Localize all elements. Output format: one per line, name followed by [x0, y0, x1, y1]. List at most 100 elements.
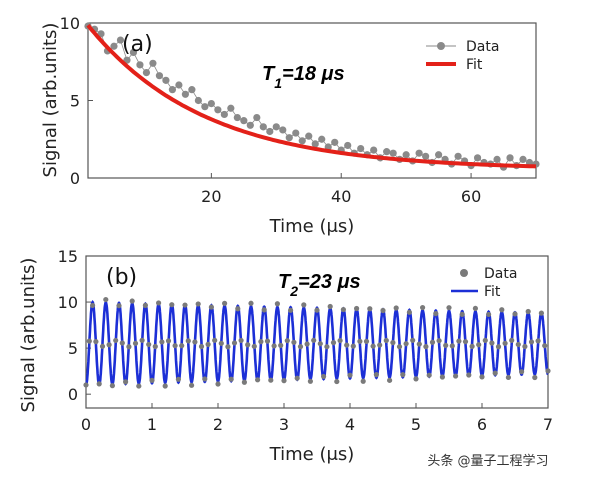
- data-point-b: [433, 311, 439, 317]
- data-point-b: [142, 302, 148, 308]
- data-point-a: [292, 129, 300, 137]
- data-point-a: [162, 76, 170, 84]
- data-point-b: [515, 341, 521, 348]
- data-point-b: [436, 338, 442, 344]
- data-point-a: [155, 72, 164, 80]
- data-point-b: [393, 305, 399, 311]
- y-tick-label-a: 5: [70, 92, 80, 111]
- t2-subscript: 2: [289, 283, 298, 299]
- data-point-b: [258, 339, 264, 345]
- data-point-b: [152, 343, 158, 350]
- data-series-b: [83, 296, 551, 389]
- data-point-b: [528, 339, 535, 345]
- data-point-a: [435, 151, 443, 159]
- data-point-a: [318, 135, 326, 143]
- y-tick-label-b: 10: [58, 293, 78, 312]
- data-point-b: [129, 298, 135, 304]
- watermark: 头条 @量子工程学习: [427, 453, 548, 469]
- data-point-a: [389, 149, 397, 157]
- data-point-a: [110, 42, 118, 50]
- x-axis-label-a: Time (μs): [269, 216, 355, 237]
- y-tick-label-b: 0: [68, 385, 78, 404]
- data-point-b: [525, 308, 531, 315]
- data-point-a: [201, 103, 209, 111]
- data-point-a: [227, 104, 235, 112]
- data-point-b: [360, 378, 366, 384]
- data-point-b: [245, 342, 251, 348]
- data-point-a: [357, 144, 365, 153]
- data-point-b: [179, 343, 185, 349]
- data-point-b: [396, 344, 403, 350]
- data-point-b: [175, 376, 181, 382]
- data-point-a: [259, 123, 267, 131]
- x-tick-label-b: 4: [345, 415, 355, 434]
- data-point-b: [403, 341, 409, 347]
- data-point-b: [222, 300, 228, 306]
- data-point-b: [466, 372, 472, 378]
- data-point-a: [311, 140, 319, 148]
- data-point-a: [136, 61, 144, 69]
- data-point-b: [255, 377, 261, 383]
- data-point-b: [406, 309, 412, 315]
- data-point-b: [215, 381, 221, 387]
- data-point-b: [132, 340, 139, 346]
- data-point-b: [538, 310, 545, 316]
- data-point-b: [479, 374, 485, 380]
- y-tick-label-b: 5: [68, 339, 78, 358]
- x-tick-label-a: 20: [201, 187, 221, 206]
- data-point-b: [350, 343, 356, 349]
- data-point-b: [327, 303, 333, 310]
- data-point-b: [241, 379, 247, 385]
- data-point-b: [156, 300, 162, 306]
- data-point-b: [278, 342, 284, 348]
- data-point-b: [542, 343, 548, 349]
- data-point-a: [331, 138, 339, 146]
- data-point-b: [291, 339, 297, 345]
- data-point-b: [116, 303, 122, 309]
- data-point-a: [168, 86, 177, 94]
- data-point-b: [106, 342, 112, 348]
- data-point-b: [297, 344, 304, 350]
- data-point-a: [116, 36, 125, 44]
- data-point-b: [482, 337, 488, 344]
- data-point-a: [233, 113, 241, 122]
- x-tick-label-b: 7: [543, 415, 553, 434]
- data-point-b: [344, 342, 350, 348]
- data-point-b: [357, 338, 363, 344]
- t2-value: =23 μs: [298, 271, 361, 293]
- data-point-b: [545, 368, 551, 374]
- data-point-a: [207, 100, 215, 108]
- data-point-b: [136, 383, 142, 389]
- data-point-a: [422, 152, 430, 160]
- data-point-b: [390, 340, 396, 346]
- data-point-b: [459, 311, 465, 317]
- x-tick-label-b: 1: [147, 415, 157, 434]
- data-point-b: [311, 337, 317, 343]
- y-tick-label-a: 10: [60, 14, 80, 33]
- data-point-a: [253, 113, 261, 122]
- data-point-b: [192, 339, 198, 345]
- data-point-a: [272, 123, 280, 131]
- data-point-a: [473, 154, 482, 162]
- data-point-b: [149, 377, 155, 383]
- x-axis-label-b: Time (μs): [269, 444, 355, 465]
- data-point-b: [337, 337, 343, 344]
- data-point-b: [251, 343, 257, 349]
- data-point-b: [139, 337, 145, 343]
- panel-label-a: (a): [122, 32, 153, 57]
- data-point-b: [189, 382, 195, 388]
- x-tick-label-b: 6: [477, 415, 487, 434]
- data-point-b: [420, 304, 426, 311]
- data-point-b: [83, 382, 89, 388]
- t2-annotation: T2=23 μs: [278, 271, 361, 299]
- data-point-a: [194, 96, 202, 105]
- legend-data-marker-a: [437, 42, 445, 50]
- data-point-b: [383, 337, 389, 344]
- data-point-a: [214, 106, 222, 114]
- data-point-a: [298, 137, 306, 145]
- data-point-b: [317, 341, 323, 347]
- data-point-b: [347, 372, 353, 378]
- x-tick-label-b: 2: [213, 415, 223, 434]
- legend-a: Data Fit: [426, 39, 499, 73]
- data-point-b: [363, 338, 370, 344]
